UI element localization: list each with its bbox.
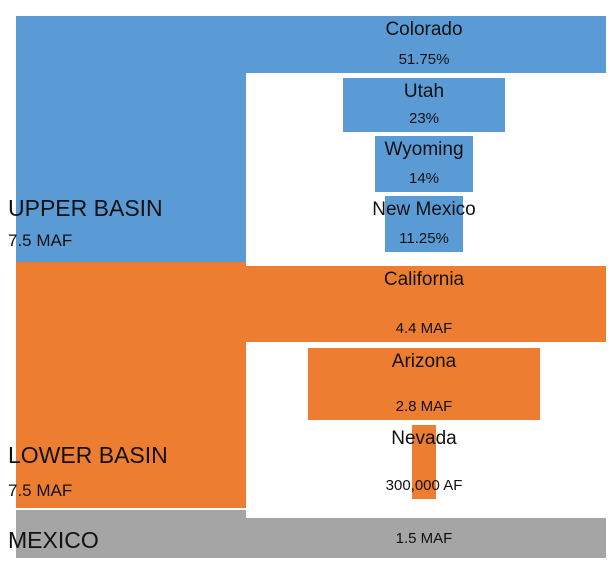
value-colorado: 51.75% <box>398 51 450 68</box>
mexico-label: MEXICO <box>8 527 99 553</box>
label-arizona: Arizona <box>391 351 457 372</box>
upper-basin-value: 7.5 MAF <box>8 231 73 250</box>
value-wyoming: 14% <box>408 170 440 187</box>
bar-mexico <box>242 518 606 558</box>
lower-basin-label: LOWER BASIN <box>8 442 168 468</box>
label-california: California <box>383 269 465 290</box>
value-arizona: 2.8 MAF <box>395 398 453 415</box>
bar-colorado <box>242 16 606 73</box>
label-utah: Utah <box>403 81 445 102</box>
lower-basin-value: 7.5 MAF <box>8 481 73 500</box>
label-new-mexico: New Mexico <box>372 199 476 220</box>
value-california: 4.4 MAF <box>395 320 453 337</box>
bar-arizona <box>308 348 540 420</box>
upper-basin-region <box>16 16 246 262</box>
bar-california <box>242 266 606 342</box>
bar-new-mexico <box>384 196 464 252</box>
mexico-region <box>16 510 246 558</box>
value-utah: 23% <box>408 110 440 127</box>
label-wyoming: Wyoming <box>384 139 464 160</box>
label-nevada: Nevada <box>391 428 457 449</box>
lower-basin-region <box>16 262 246 508</box>
value-new-mexico: 11.25% <box>399 230 449 247</box>
upper-basin-label: UPPER BASIN <box>8 195 163 221</box>
bar-nevada <box>411 425 437 499</box>
bar-wyoming <box>374 136 474 192</box>
bar-utah <box>343 78 505 132</box>
value-nevada: 300,000 AF <box>385 477 463 494</box>
label-colorado: Colorado <box>385 19 463 40</box>
value-mexico: 1.5 MAF <box>395 529 453 547</box>
